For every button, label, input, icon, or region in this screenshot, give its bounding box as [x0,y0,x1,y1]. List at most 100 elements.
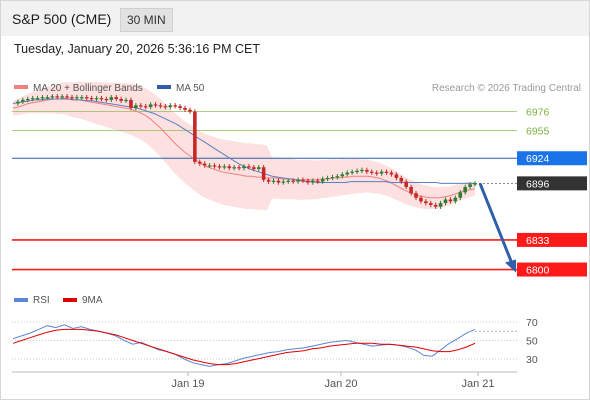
candle-body [340,174,345,177]
candle-body [232,167,236,169]
forecast-arrow-shaft [478,182,514,265]
candle-body [30,98,35,100]
candle-body [281,181,286,183]
candle-body [286,180,291,182]
candle-body [409,186,413,194]
candle-body [276,180,281,183]
candle-body [438,203,443,207]
rsi-tick-label: 50 [526,336,538,348]
legend-label-9ma: 9MA [82,295,103,306]
candle-body [468,184,472,187]
candles [16,94,477,209]
rsi-9ma-line [12,328,476,366]
candle-body [404,181,408,187]
rsi-panel: 70 50 30 [12,317,538,367]
candle-body [55,96,60,98]
candle-body [134,105,138,108]
main-legend: MA 20 + Bollinger Bands MA 50 Research ©… [14,83,581,94]
candle-body [35,98,40,100]
candle-body [124,99,128,102]
level-label-bg-6833 [517,232,587,247]
candle-body [163,106,168,108]
x-axis: Jan 19 Jan 20 Jan 21 [12,371,517,390]
level-label-bg-6924 [517,151,587,166]
candle-body [50,96,55,98]
candle-body [320,178,325,182]
candle-body [384,171,389,173]
level-labels: 6976 6955 6924 6896 6833 6800 [517,107,587,277]
legend-label-ma20: MA 20 + Bollinger Bands [33,83,143,94]
candle-body [266,179,271,182]
candle-body [271,180,276,182]
level-label-6800: 6800 [526,265,550,277]
candle-body [80,97,84,99]
candle-body [227,166,232,169]
candle-body [202,163,207,166]
candle-body [148,104,153,108]
candle-body [197,161,202,164]
price-panel: 6976 6955 6924 6896 6833 6800 [12,81,587,277]
candle-body [207,165,212,167]
candle-body [315,180,320,182]
level-label-6976: 6976 [526,107,550,119]
candle-body [301,179,305,181]
x-tick-label: Jan 19 [171,378,204,390]
candle-body [143,106,148,108]
level-label-bg-6896 [517,176,587,191]
candle-body [158,105,163,107]
candle-body [104,99,109,101]
ma20-line [12,97,476,199]
candle-body [355,170,359,173]
rsi-tick-label: 70 [526,317,538,329]
level-label-6924: 6924 [526,153,550,165]
candle-body [256,167,261,170]
candle-body [109,97,114,100]
candle-body [325,177,330,180]
candle-body [419,197,423,202]
candle-body [212,165,217,167]
candle-body [21,99,25,102]
level-label-6955: 6955 [526,125,550,137]
candle-body [453,197,458,202]
forecast-arrow [478,182,516,273]
candle-body [222,166,227,168]
candle-body [183,107,187,110]
candle-body [70,97,74,99]
candle-body [114,97,119,99]
candle-body [335,176,340,178]
candle-body [168,105,173,108]
candle-body [291,180,295,182]
datetime-label: Tuesday, January 20, 2026 5:36:16 PM CET [14,42,260,56]
candle-body [94,98,99,100]
timeframe-button[interactable]: 30 MIN [120,8,173,32]
candle-body [374,172,379,174]
credit-text: Research © 2026 Trading Central [432,83,581,94]
candle-body [242,166,246,169]
chart-header: S&P 500 (CME) 30 MIN [1,1,589,36]
candle-body [25,99,30,101]
candle-body [99,98,104,100]
candle-body [394,174,399,178]
candle-body [188,109,192,112]
candle-body [252,167,256,170]
candle-body [424,201,428,204]
level-lines [12,111,517,271]
legend-label-rsi: RSI [33,295,50,306]
candle-body [119,99,123,101]
candle-body [217,166,222,168]
rsi-tick-label: 30 [526,354,538,366]
candle-body [75,97,79,99]
candle-body [129,99,133,108]
level-label-bg-6800 [517,262,587,277]
candle-body [428,203,433,205]
candle-body [330,177,335,179]
candle-body [193,111,197,162]
candle-body [379,171,384,174]
candle-body [350,171,354,173]
candle-body [296,179,300,182]
level-label-6833: 6833 [526,235,550,247]
candle-body [345,172,350,175]
candle-body [40,97,45,99]
